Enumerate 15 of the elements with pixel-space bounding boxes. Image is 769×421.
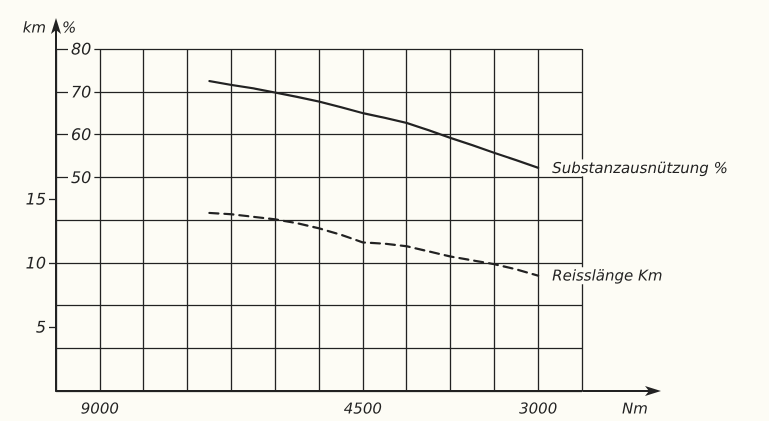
y-tick-label: 80 bbox=[71, 40, 92, 58]
y2-tick-label: 5 bbox=[36, 317, 46, 336]
y-tick-label: 60 bbox=[71, 125, 92, 144]
y2-tick-label: 10 bbox=[26, 253, 46, 272]
series-label: Substanzausnützung % bbox=[552, 158, 728, 177]
x-tick-label: 3000 bbox=[519, 400, 558, 418]
x-tick-label: 9000 bbox=[80, 400, 119, 418]
y-tick-label: 70 bbox=[71, 82, 92, 102]
y-axis-title: % bbox=[62, 18, 76, 36]
y2-tick-label: 15 bbox=[26, 189, 46, 208]
x-axis-title: Nm bbox=[622, 400, 648, 418]
y-tick-label: 50 bbox=[71, 168, 92, 187]
x-tick-label: 4500 bbox=[344, 400, 382, 418]
series-label: Reisslänge Km bbox=[552, 266, 662, 285]
y2-axis-title: km bbox=[22, 18, 46, 36]
